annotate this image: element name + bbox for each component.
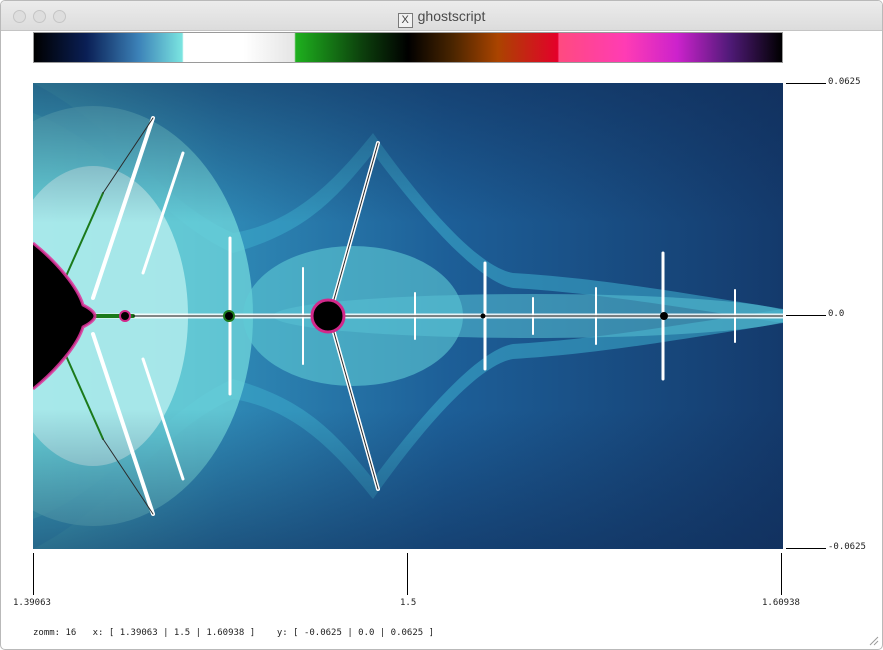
main-cardioid-border xyxy=(33,241,97,391)
y-tick-bottom xyxy=(786,548,826,549)
minibrot-large xyxy=(310,298,346,334)
y-tick-label-top: 0.0625 xyxy=(828,77,861,87)
minimize-button[interactable] xyxy=(33,10,46,23)
x-tick-left xyxy=(33,553,34,595)
minibrot-small-2 xyxy=(119,310,131,322)
x11-icon: X xyxy=(397,13,413,28)
status-y-range: y: [ -0.0625 | 0.0 | 0.0625 ] xyxy=(276,628,435,638)
minibrot-small-3 xyxy=(480,313,486,319)
x-tick-label-right: 1.60938 xyxy=(762,598,800,608)
y-tick-label-bottom: -0.0625 xyxy=(828,542,866,552)
x-tick-mid xyxy=(407,553,408,595)
window-title-text: ghostscript xyxy=(417,8,486,24)
x-tick-right xyxy=(781,553,782,595)
minibrot-small-4 xyxy=(660,312,668,320)
zoom-button[interactable] xyxy=(53,10,66,23)
y-tick-mid xyxy=(786,315,826,316)
close-button[interactable] xyxy=(13,10,26,23)
resize-grip-icon[interactable] xyxy=(867,634,879,646)
status-zoom: zomm: 16 xyxy=(33,628,77,638)
y-tick-top xyxy=(786,83,826,84)
color-palette-bar xyxy=(33,32,783,63)
main-cardioid-edge xyxy=(33,243,95,389)
x-tick-label-left: 1.39063 xyxy=(13,598,51,608)
minibrot-small-1 xyxy=(223,310,235,322)
x-tick-label-mid: 1.5 xyxy=(400,598,417,608)
status-line: zomm: 16 x: [ 1.39063 | 1.5 | 1.60938 ] … xyxy=(33,628,434,638)
y-tick-label-mid: 0.0 xyxy=(828,309,845,319)
status-x-range: x: [ 1.39063 | 1.5 | 1.60938 ] xyxy=(92,628,256,638)
fractal-plot[interactable] xyxy=(33,83,783,549)
